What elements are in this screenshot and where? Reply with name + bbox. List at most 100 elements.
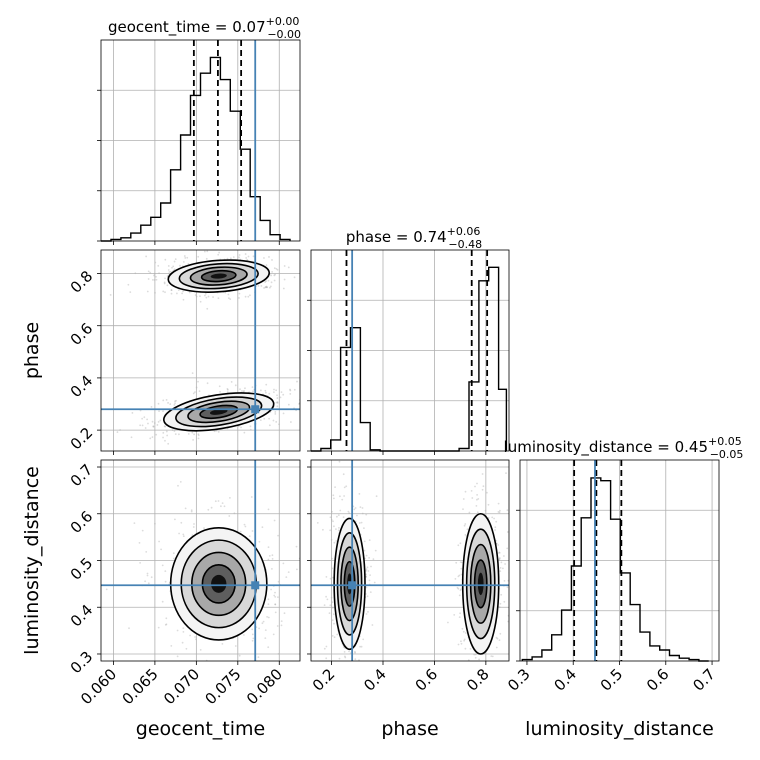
sample-point (325, 595, 327, 598)
sample-point (286, 245, 288, 247)
sample-point (243, 634, 245, 636)
sample-point (204, 292, 207, 295)
sample-point (273, 519, 276, 522)
sample-point (163, 281, 166, 284)
sample-point (162, 410, 164, 413)
sample-point (211, 667, 213, 669)
sample-point (141, 417, 144, 420)
sample-point (157, 402, 160, 405)
sample-point (244, 387, 246, 390)
contour-line (461, 512, 500, 655)
sample-point (282, 287, 285, 290)
sample-point (172, 552, 175, 555)
sample-point (139, 424, 142, 427)
histogram-luminosity_distance (521, 477, 709, 662)
x-tick-label: 0.4 (360, 665, 390, 695)
sample-point (459, 612, 461, 615)
sample-point (470, 490, 473, 492)
title-main: geocent_time = 0.07 (108, 18, 266, 37)
sample-point (462, 508, 464, 510)
sample-point (173, 557, 175, 560)
sample-point (285, 576, 288, 578)
sample-point (146, 418, 149, 421)
sample-point (491, 655, 494, 658)
sample-point (217, 297, 220, 300)
sample-point (270, 281, 273, 284)
sample-point (218, 251, 221, 254)
sample-point (268, 417, 270, 420)
sample-point (264, 629, 267, 631)
sample-point (358, 493, 361, 495)
sample-point (276, 394, 278, 397)
sample-point (471, 497, 474, 499)
sample-point (373, 581, 376, 584)
sample-point (238, 297, 240, 299)
sample-point (251, 386, 254, 389)
sample-point (323, 604, 326, 606)
contour-line (178, 262, 259, 290)
sample-point (491, 516, 494, 519)
sample-point (506, 586, 509, 589)
sample-point (354, 666, 356, 668)
sample-point (368, 557, 370, 559)
sample-point (460, 573, 463, 576)
sample-point (365, 554, 368, 557)
sample-point (481, 488, 484, 491)
sample-point (335, 528, 337, 530)
sample-point (152, 425, 155, 428)
sample-point (458, 738, 460, 740)
sample-point (279, 396, 282, 399)
sample-point (181, 641, 184, 644)
sample-point (210, 506, 213, 509)
sample-point (251, 633, 254, 636)
sample-point (274, 603, 277, 606)
sample-point (249, 294, 251, 297)
x-axis-label-luminosity_distance: luminosity_distance (525, 718, 714, 740)
sample-point (197, 380, 199, 383)
truth-marker (251, 405, 260, 414)
sample-point (191, 372, 194, 375)
sample-point (365, 573, 368, 576)
sample-point (247, 295, 250, 298)
sample-point (192, 438, 194, 441)
sample-point (239, 530, 242, 533)
sample-point (460, 640, 462, 643)
sample-point (198, 390, 201, 393)
sample-point (283, 265, 286, 267)
sample-point (184, 256, 187, 259)
sample-point (141, 424, 144, 427)
sample-point (283, 612, 286, 615)
sample-point (214, 500, 217, 503)
sample-point (164, 580, 167, 583)
sample-point (264, 286, 267, 289)
contour-line (465, 528, 496, 640)
sample-point (457, 675, 459, 677)
sample-point (265, 285, 268, 288)
sample-point (173, 403, 176, 406)
sample-point (240, 426, 242, 429)
sample-point (503, 580, 506, 582)
sample-point (367, 570, 370, 572)
sample-point (498, 557, 501, 559)
sample-point (498, 511, 501, 514)
sample-point (183, 255, 186, 257)
sample-point (174, 400, 176, 403)
sample-point (364, 694, 366, 696)
sample-point (265, 264, 268, 267)
sample-point (495, 646, 498, 649)
sample-point (456, 586, 459, 589)
sample-point (199, 300, 202, 303)
sample-point (149, 437, 152, 440)
sample-point (344, 656, 347, 659)
sample-point (204, 294, 206, 297)
sample-point (453, 614, 456, 616)
sample-point (183, 667, 185, 669)
sample-point (203, 527, 205, 529)
sample-point (127, 283, 130, 286)
x-tick-label: 0.7 (689, 665, 719, 695)
sample-point (167, 442, 170, 445)
sample-point (464, 523, 467, 525)
sample-point (365, 576, 368, 578)
sample-point (220, 505, 222, 508)
sample-point (458, 616, 461, 618)
